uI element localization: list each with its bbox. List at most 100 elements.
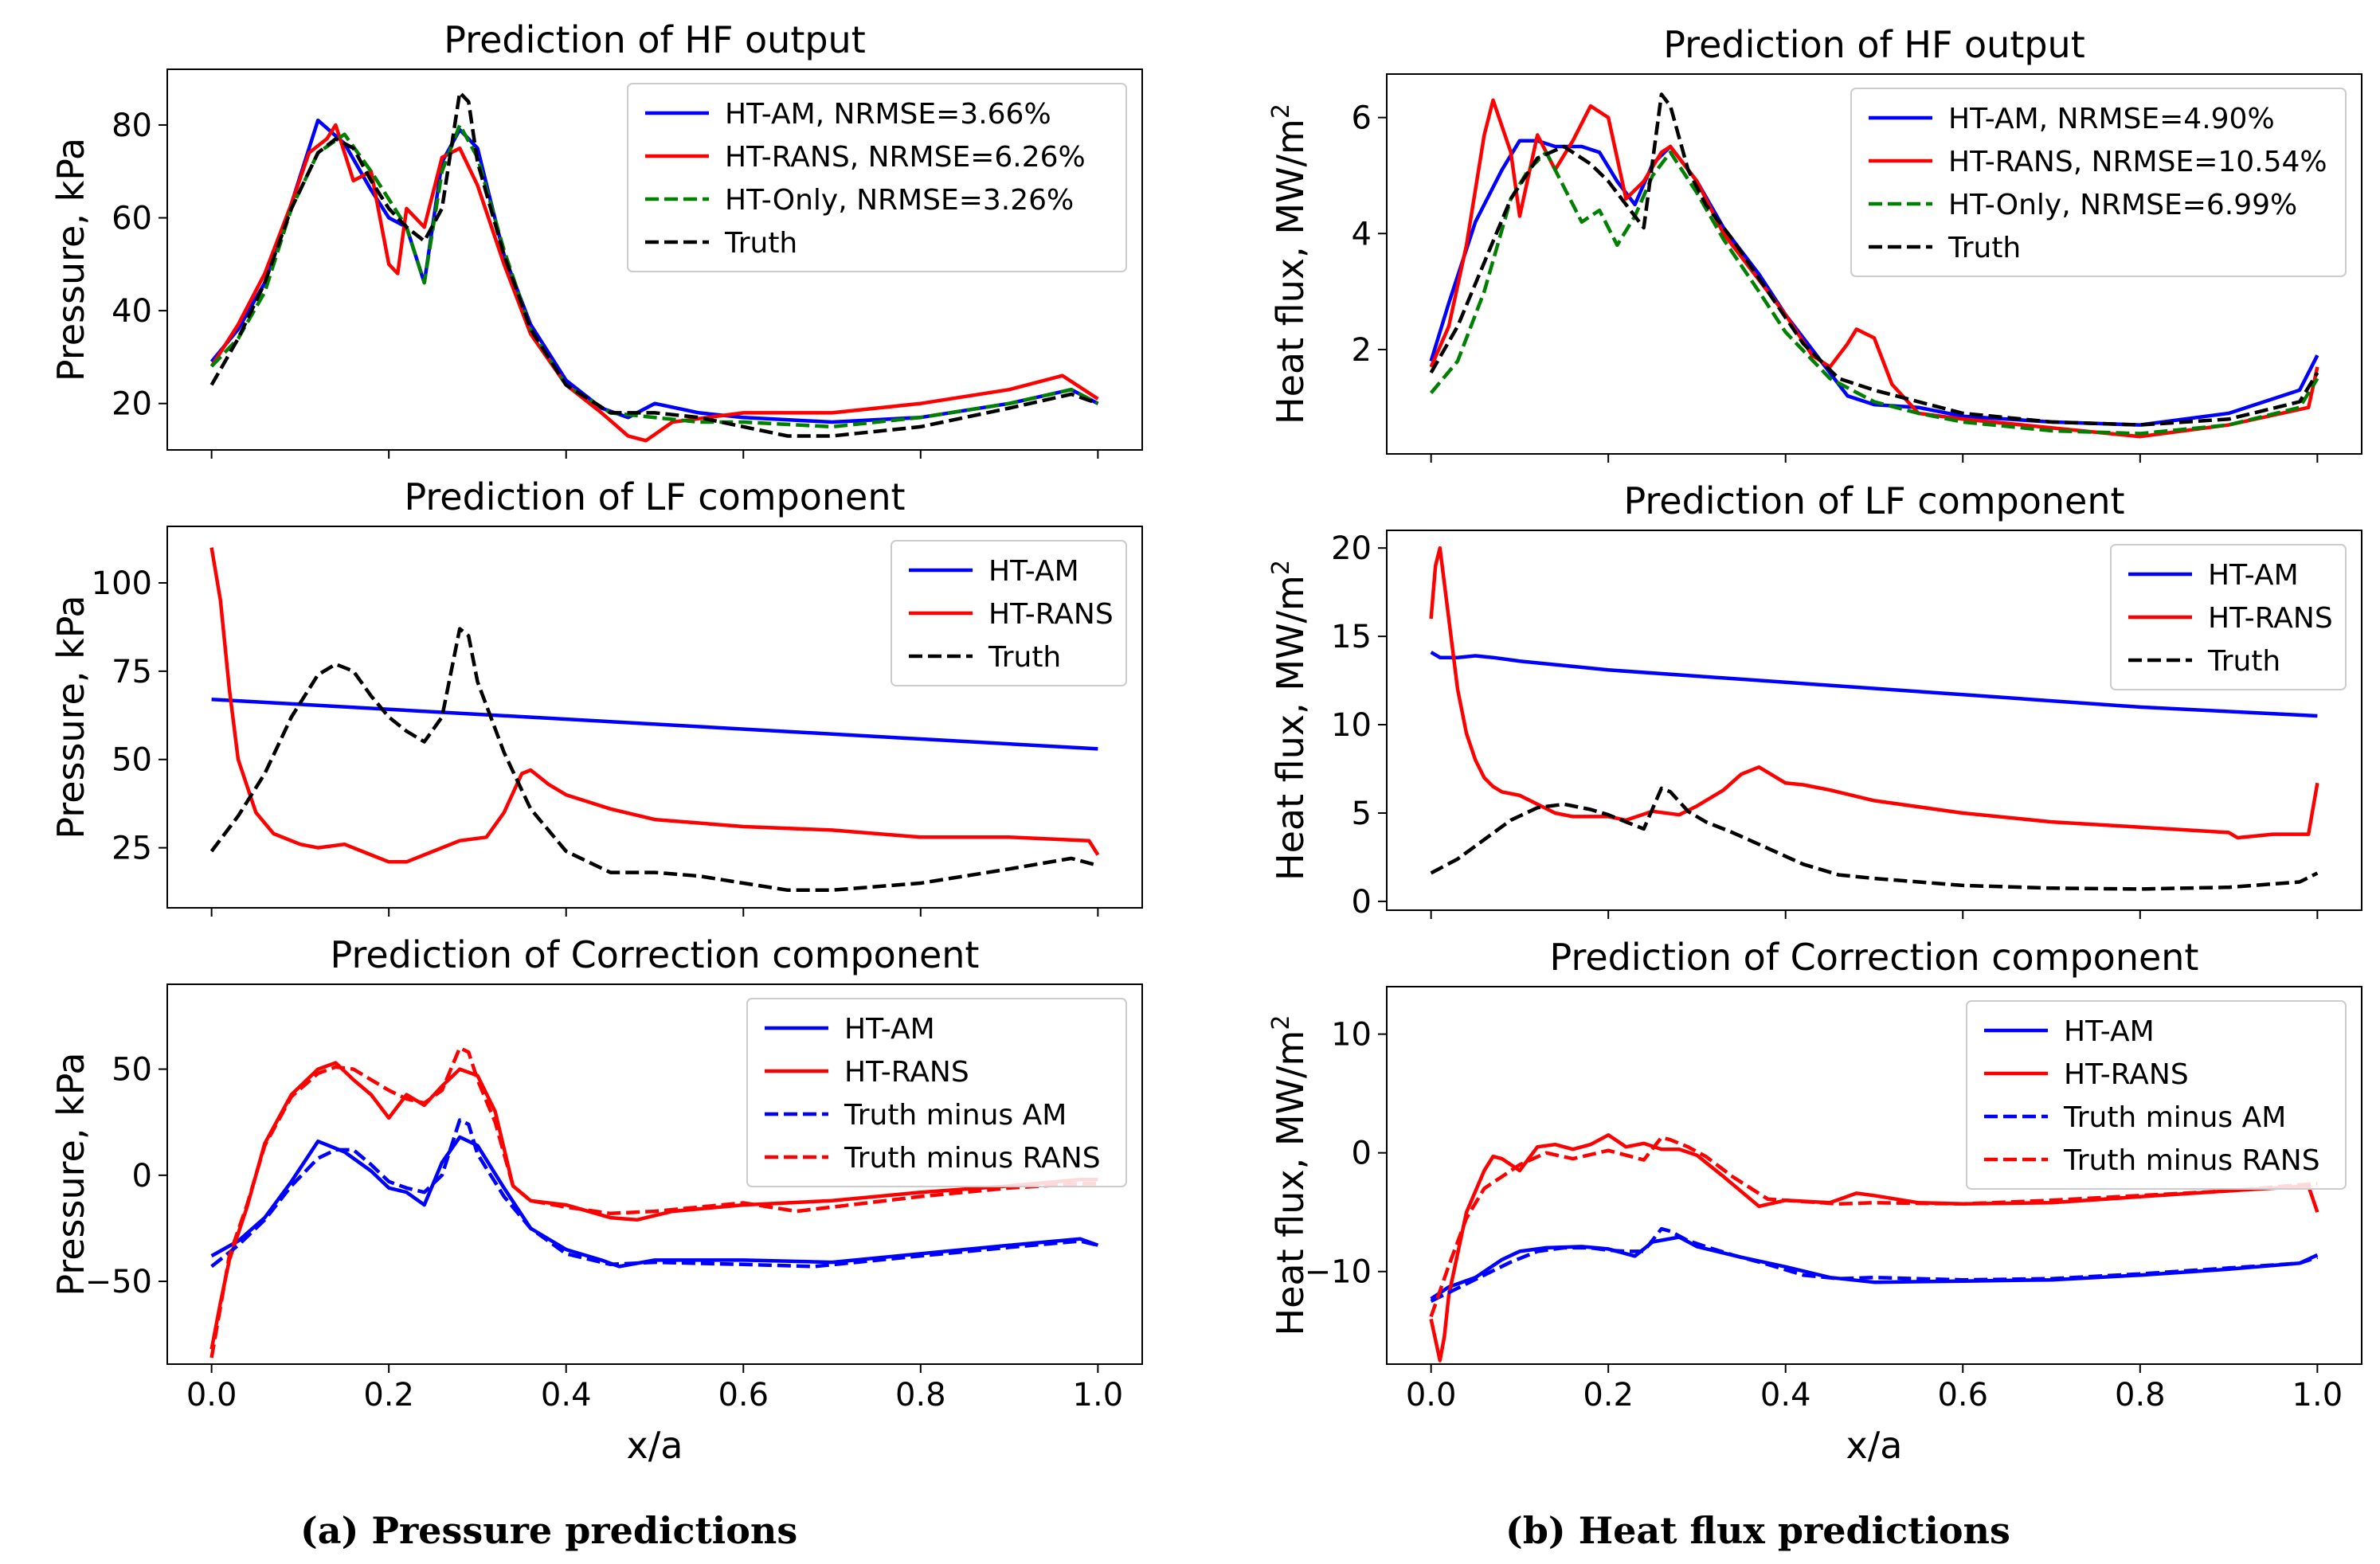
y-axis-label: Heat flux, MW/m2 [1267,1015,1312,1336]
series-line-1 [211,698,1098,751]
series-group [209,90,1099,443]
y-axis-label: Pressure, kPa [49,595,92,839]
legend-label: Truth [724,227,797,260]
legend-label: HT-AM [844,1013,935,1046]
legend-label: HT-AM [2064,1015,2155,1048]
y-tick-label: 75 [112,654,152,690]
y-tick-label: 50 [112,742,152,779]
axes-frame [166,526,1143,909]
y-tick-label: 10 [1331,1017,1372,1054]
y-tick-label: 25 [112,831,152,867]
y-tick-label: 20 [112,386,152,423]
series-line-1 [210,1135,1099,1269]
legend-box [1966,1000,2347,1190]
legend-label: HT-RANS, NRMSE=6.26% [725,141,1086,174]
x-axis-label: x/a [1846,1424,1903,1467]
y-axis-label: Pressure, kPa [49,1052,92,1296]
axes-frame [1386,530,2362,911]
x-tick-label: 0.6 [718,1377,769,1413]
legend-label: HT-RANS [2064,1058,2189,1091]
series-line-3 [210,1118,1098,1269]
y-tick-label: 40 [112,293,152,330]
chart-panel-1: 20 40 60 80 Prediction of HF output Pressure,… [49,18,1143,459]
x-tick-label: 0.2 [363,1377,414,1413]
legend-label: Truth [1947,232,2021,264]
series-line-2 [209,123,1099,443]
legend-box [627,83,1127,272]
chart-title: Prediction of HF output [444,18,866,61]
y-tick-label: −10 [1305,1254,1372,1291]
y-tick-label: 4 [1352,216,1372,252]
legend: HT-AM HT-RANS Truth minus AM Truth minus RA… [746,998,1127,1187]
legend: HT-AM HT-RANS Truth minus AM Truth minus RA… [1966,1000,2347,1190]
y-tick-label: 100 [92,565,152,602]
series-group [1429,545,2319,891]
legend: HT-AM, NRMSE=3.66% HT-RANS, NRMSE=6.26% HT… [627,83,1127,272]
y-tick-label: 5 [1352,796,1372,832]
legend-label: HT-AM, NRMSE=4.90% [1948,103,2275,135]
series-group [209,1046,1099,1359]
legend-box [891,540,1127,686]
legend-box [1850,88,2347,277]
series-line-4 [1429,92,2319,427]
chart-panel-3: 25 50 75 100 Prediction of LF component Press… [49,475,1143,917]
x-tick-label: 0.8 [2115,1377,2166,1413]
legend-label: HT-Only, NRMSE=6.99% [1948,189,2297,221]
x-tick-label: 0.4 [1760,1377,1811,1413]
chart-title: Prediction of Correction component [331,933,980,976]
x-tick-label: 0.8 [895,1377,946,1413]
chart-panel-2: 2 4 6 Prediction of HF output Heat flux, MW/… [1267,23,2362,463]
series-line-1 [1430,651,2318,718]
x-tick-label: 0.6 [1937,1377,1988,1413]
series-line-4 [209,1046,1098,1359]
legend-label: HT-AM [2208,559,2299,592]
y-tick-label: 80 [112,108,152,144]
y-tick-label: 50 [112,1052,152,1089]
x-tick-label: 1.0 [1073,1377,1124,1413]
chart-panel-6: −10 0 10 0.0 0.2 0.4 0.6 0.8 1.0 Prediction of Co… [1267,936,2362,1467]
series-group [1429,92,2319,439]
y-tick-label: 2 [1352,332,1372,369]
axes-frame [166,983,1143,1365]
y-tick-label: 0 [1352,1136,1372,1172]
legend: HT-AM, NRMSE=4.90% HT-RANS, NRMSE=10.54% H… [1850,88,2347,277]
series-line-3 [1430,1226,2319,1304]
chart-title: Prediction of HF output [1663,23,2085,66]
legend-label: HT-RANS [844,1056,969,1089]
x-tick-label: 0.0 [1406,1377,1457,1413]
legend-label: HT-Only, NRMSE=3.26% [725,184,1074,217]
legend-box [2110,544,2347,690]
legend-label: Truth minus RANS [844,1142,1101,1175]
x-tick-label: 1.0 [2292,1377,2343,1413]
y-axis-label: Pressure, kPa [49,138,92,381]
legend-label: HT-RANS [988,598,1114,631]
series-line-2 [1429,545,2319,840]
x-tick-label: 0.2 [1583,1377,1634,1413]
series-line-4 [209,90,1099,438]
series-group [209,547,1100,893]
chart-panel-5: −50 0 50 0.0 0.2 0.4 0.6 0.8 1.0 Prediction of Co… [49,933,1143,1467]
series-line-3 [1430,786,2319,891]
legend-label: Truth minus AM [2063,1101,2286,1134]
y-tick-label: 0 [132,1158,152,1195]
legend-label: Truth [2207,645,2280,678]
legend: HT-AM HT-RANS Truth [891,540,1127,686]
x-tick-label: 0.0 [186,1377,237,1413]
series-group [1429,1133,2319,1363]
chart-panel-4: 0 5 10 15 20 Prediction of LF component Heat f… [1267,479,2362,921]
series-line-2 [209,547,1100,864]
y-tick-label: 15 [1331,619,1372,655]
legend-label: Truth [988,641,1061,674]
axes-frame [166,68,1143,451]
y-tick-label: 10 [1331,707,1372,744]
x-axis-label: x/a [627,1424,683,1467]
y-axis-label: Heat flux, MW/m2 [1267,104,1312,424]
axes-frame [1386,73,2362,455]
x-tick-label: 0.4 [541,1377,592,1413]
y-tick-label: −50 [85,1264,152,1300]
y-tick-label: 6 [1352,100,1372,137]
y-tick-label: 20 [1331,530,1372,567]
series-line-3 [209,627,1098,893]
chart-title: Prediction of LF component [404,475,905,518]
